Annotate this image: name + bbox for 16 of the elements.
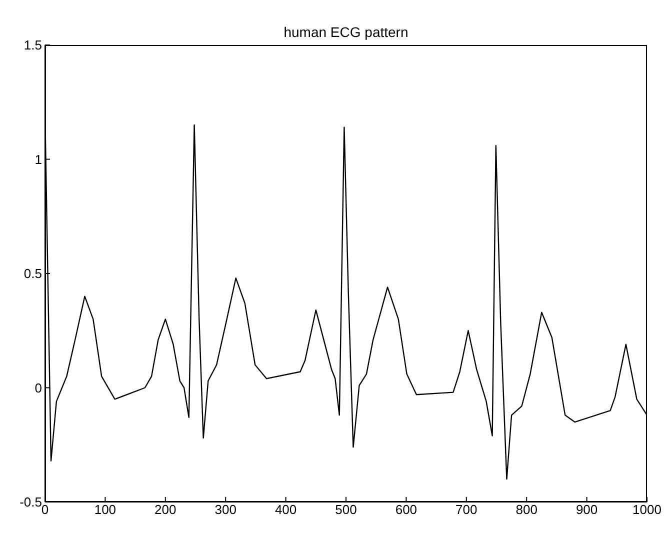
x-tick-label: 400 bbox=[274, 502, 297, 518]
x-tick-label: 1000 bbox=[632, 502, 662, 518]
x-tick-label: 300 bbox=[214, 502, 236, 518]
x-tick-label: 500 bbox=[335, 502, 357, 518]
y-tick-label: 0.5 bbox=[24, 266, 42, 282]
y-tick-label: 0 bbox=[34, 380, 42, 396]
chart-title: human ECG pattern bbox=[282, 24, 410, 40]
y-tick-label: 1 bbox=[34, 152, 42, 167]
x-tick-label: 800 bbox=[516, 502, 538, 518]
y-tick-label: -0.5 bbox=[20, 494, 42, 510]
x-tick-label: 900 bbox=[576, 502, 598, 518]
x-tick-label: 100 bbox=[94, 502, 116, 518]
x-tick-label: 700 bbox=[456, 502, 478, 518]
y-tick-label: 1.5 bbox=[24, 38, 42, 53]
x-tick-label: 600 bbox=[395, 502, 418, 518]
x-tick-label: 200 bbox=[154, 502, 176, 518]
